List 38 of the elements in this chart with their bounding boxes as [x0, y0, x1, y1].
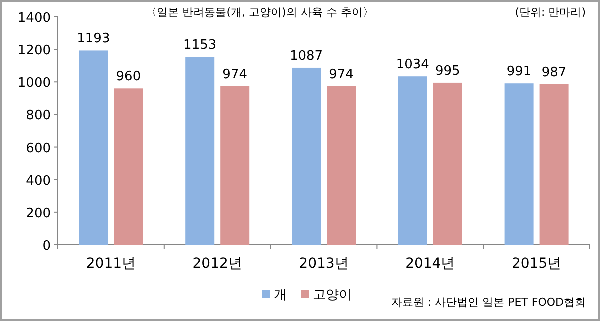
y-tick-label: 200 [26, 206, 51, 222]
x-tick-label: 2012년 [192, 256, 242, 272]
bar [220, 86, 250, 245]
legend-label: 고양이 [313, 288, 352, 303]
y-tick-label: 800 [26, 108, 51, 124]
y-tick-label: 1400 [18, 11, 51, 26]
y-tick-label: 600 [26, 141, 51, 156]
bar [398, 76, 428, 245]
bar [540, 84, 569, 245]
x-tick-label: 2011년 [86, 256, 136, 272]
data-label: 960 [116, 70, 142, 85]
data-label: 1087 [290, 48, 324, 64]
data-label: 974 [329, 67, 354, 82]
x-tick-label: 2014년 [406, 256, 456, 272]
x-tick-label: 2013년 [299, 256, 349, 272]
data-label: 987 [542, 65, 567, 80]
data-label: 991 [506, 64, 532, 80]
data-label: 1193 [77, 32, 110, 47]
bar [504, 84, 534, 245]
data-label: 995 [435, 64, 460, 79]
bar [292, 68, 321, 245]
text: 자료원 : 사단법인 일본 PET FOOD협회 [391, 296, 586, 309]
x-tick-label: 2015년 [512, 256, 562, 272]
data-label: 974 [222, 67, 248, 82]
bar [433, 82, 462, 245]
bar [186, 57, 215, 245]
bar [114, 88, 144, 245]
y-tick-label: 0 [42, 239, 51, 254]
bar [327, 86, 356, 245]
legend-label: 개 [274, 288, 287, 303]
annotation: (단위: 만마리) [515, 6, 586, 19]
data-label: 1153 [184, 38, 217, 54]
y-tick-label: 400 [26, 174, 51, 189]
chart-title: 〈일본 반려동물(개, 고양이)의 사육 수 추이〉 [146, 6, 374, 19]
y-tick-label: 1000 [18, 76, 51, 92]
data-label: 1034 [396, 58, 430, 73]
bar [79, 50, 108, 245]
y-tick-label: 1200 [18, 44, 51, 59]
